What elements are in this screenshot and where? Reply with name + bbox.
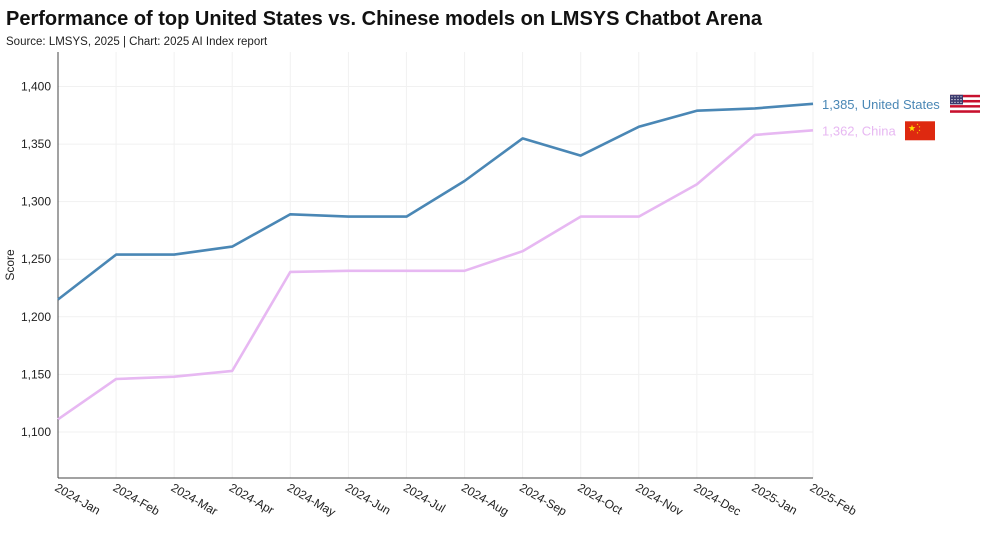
flag-star (916, 123, 919, 126)
flag-star (951, 101, 953, 104)
x-tick-label: 2024-Oct (575, 480, 625, 517)
x-tick-label: 2024-Dec (691, 480, 743, 518)
y-tick-label: 1,200 (21, 310, 51, 324)
flag-star (954, 96, 956, 98)
flag-stripe (950, 110, 980, 113)
flag-star (954, 101, 956, 104)
x-tick-label: 2024-Mar (169, 480, 220, 518)
y-axis-title: Score (3, 249, 17, 281)
flag-star (960, 99, 962, 101)
y-tick-label: 1,150 (21, 367, 51, 381)
series-lines (57, 102, 814, 421)
y-tick-label: 1,350 (21, 137, 51, 151)
x-tick-label: 2024-Sep (517, 480, 569, 518)
us-flag-icon (950, 94, 980, 113)
flag-field (905, 121, 935, 141)
x-tick-label: 2024-Nov (633, 480, 685, 518)
flag-stripe (950, 94, 980, 98)
flag-star (957, 96, 959, 98)
flag-star (918, 129, 921, 132)
end-label-us: 1,385, United States (822, 97, 940, 112)
x-tick-label: 2024-Feb (111, 480, 163, 518)
axes (57, 52, 813, 479)
grid (58, 52, 814, 478)
series-end-labels: 1,385, United States 1,362, China (822, 94, 980, 141)
y-tick-label: 1,300 (21, 195, 51, 209)
flag-stripe (950, 97, 980, 100)
flag-star (908, 124, 916, 132)
x-tick-label: 2024-Jan (53, 480, 103, 517)
flag-stripe (950, 102, 980, 106)
y-tick-label: 1,100 (21, 425, 51, 439)
series-line-china (57, 129, 814, 421)
flag-canton (950, 94, 963, 105)
x-tick-label: 2025-Feb (808, 480, 860, 518)
y-tick-label: 1,250 (21, 252, 51, 266)
end-label-china: 1,362, China (822, 123, 896, 138)
flag-star (951, 99, 953, 101)
x-tick-label: 2025-Jan (749, 480, 799, 517)
y-tick-label: 1,400 (21, 80, 51, 94)
flag-star (918, 125, 921, 128)
flag-star (960, 96, 962, 98)
x-tick-label: 2024-May (285, 480, 338, 519)
flag-stripe (950, 107, 980, 111)
y-axis-ticks: 1,100 1,150 1,200 1,250 1,300 1,350 1,400 (21, 80, 51, 439)
series-line-us (57, 102, 814, 301)
flag-star (957, 101, 959, 104)
flag-star (951, 96, 953, 98)
x-tick-label: 2024-Aug (459, 480, 511, 518)
flag-star (957, 99, 959, 101)
chart-title: Performance of top United States vs. Chi… (6, 8, 763, 30)
x-axis-ticks: 2024-Jan 2024-Feb 2024-Mar 2024-Apr 2024-May… (53, 480, 860, 519)
flag-star (954, 99, 956, 101)
flag-star (916, 131, 919, 134)
flag-stripe (950, 99, 980, 103)
x-tick-label: 2024-Jun (343, 480, 393, 517)
x-tick-label: 2024-Jul (401, 480, 448, 515)
flag-star (960, 101, 962, 104)
x-tick-label: 2024-Apr (227, 480, 277, 517)
flag-stripe (950, 105, 980, 108)
china-flag-icon (905, 121, 935, 141)
chart-source: Source: LMSYS, 2025 | Chart: 2025 AI Ind… (6, 36, 268, 48)
